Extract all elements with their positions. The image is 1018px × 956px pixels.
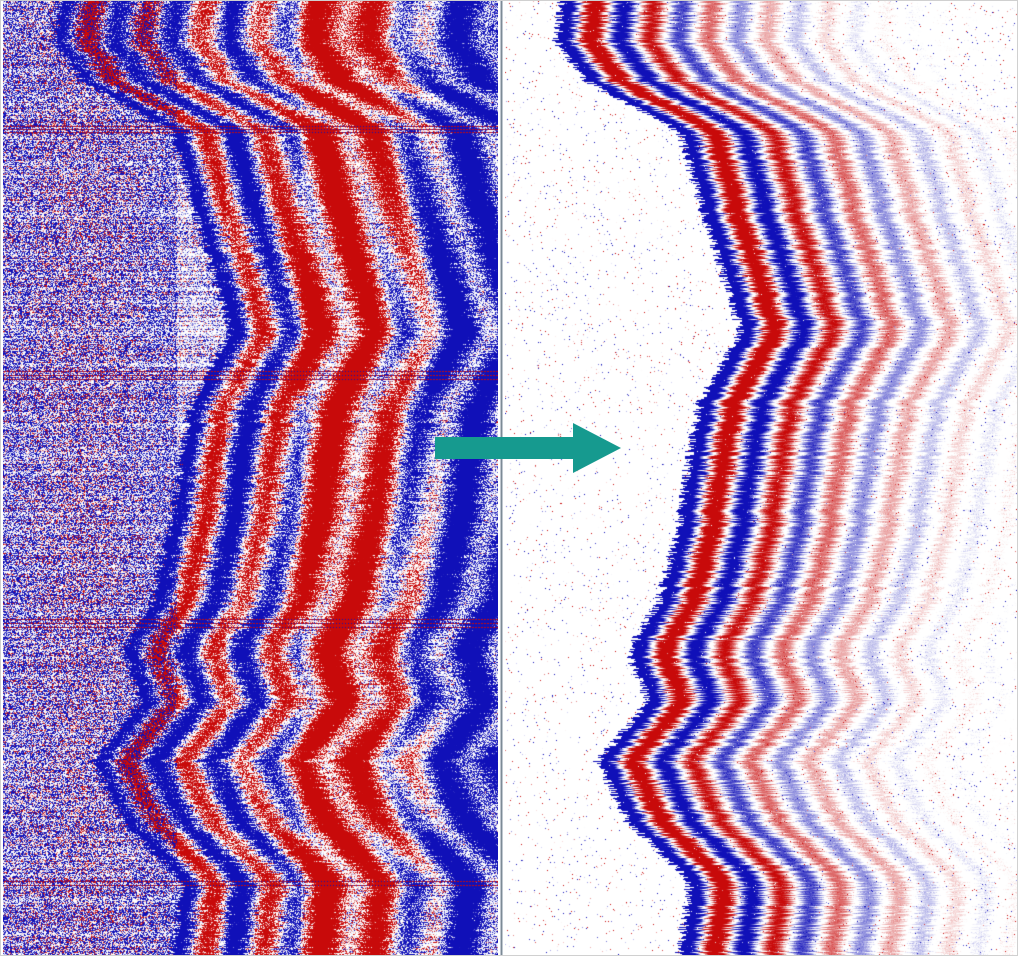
- seismic-panel-before: [3, 1, 498, 955]
- panel-divider: [500, 1, 503, 955]
- seismic-image-before: [3, 1, 498, 955]
- right-arrow-icon: [435, 423, 621, 473]
- seismic-image-after: [505, 1, 1017, 955]
- seismic-panel-after: [505, 1, 1017, 955]
